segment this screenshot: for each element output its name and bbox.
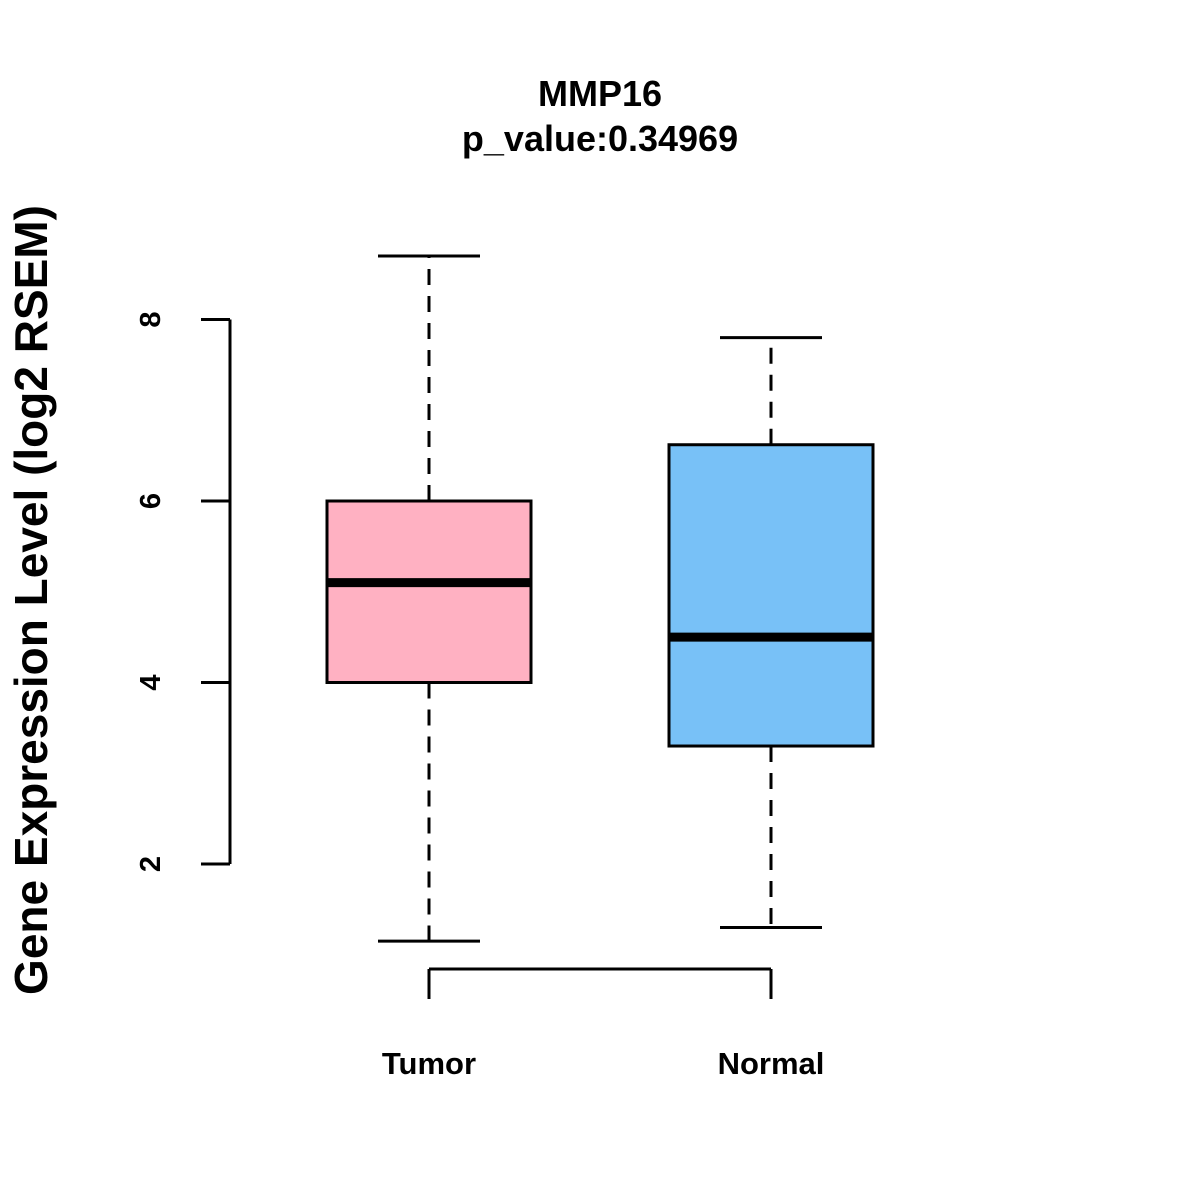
y-tick-label: 4 — [135, 674, 167, 690]
chart-subtitle: p_value:0.34969 — [462, 118, 738, 159]
y-tick-label: 8 — [135, 311, 167, 327]
x-tick-label: Tumor — [382, 1046, 476, 1081]
y-axis: 2 4 6 8 — [135, 311, 232, 872]
y-axis-label: Gene Expression Level (log2 RSEM) — [5, 205, 57, 995]
boxes — [325, 254, 875, 943]
chart-title: MMP16 — [538, 73, 662, 114]
y-tick-label: 6 — [135, 493, 167, 509]
x-axis: Tumor Normal — [382, 967, 825, 1081]
iqr-box — [325, 499, 533, 684]
iqr-box — [667, 443, 875, 748]
box-normal — [667, 336, 875, 930]
x-tick-label: Normal — [718, 1046, 825, 1081]
box-tumor — [325, 254, 533, 943]
y-tick-label: 2 — [135, 856, 167, 872]
